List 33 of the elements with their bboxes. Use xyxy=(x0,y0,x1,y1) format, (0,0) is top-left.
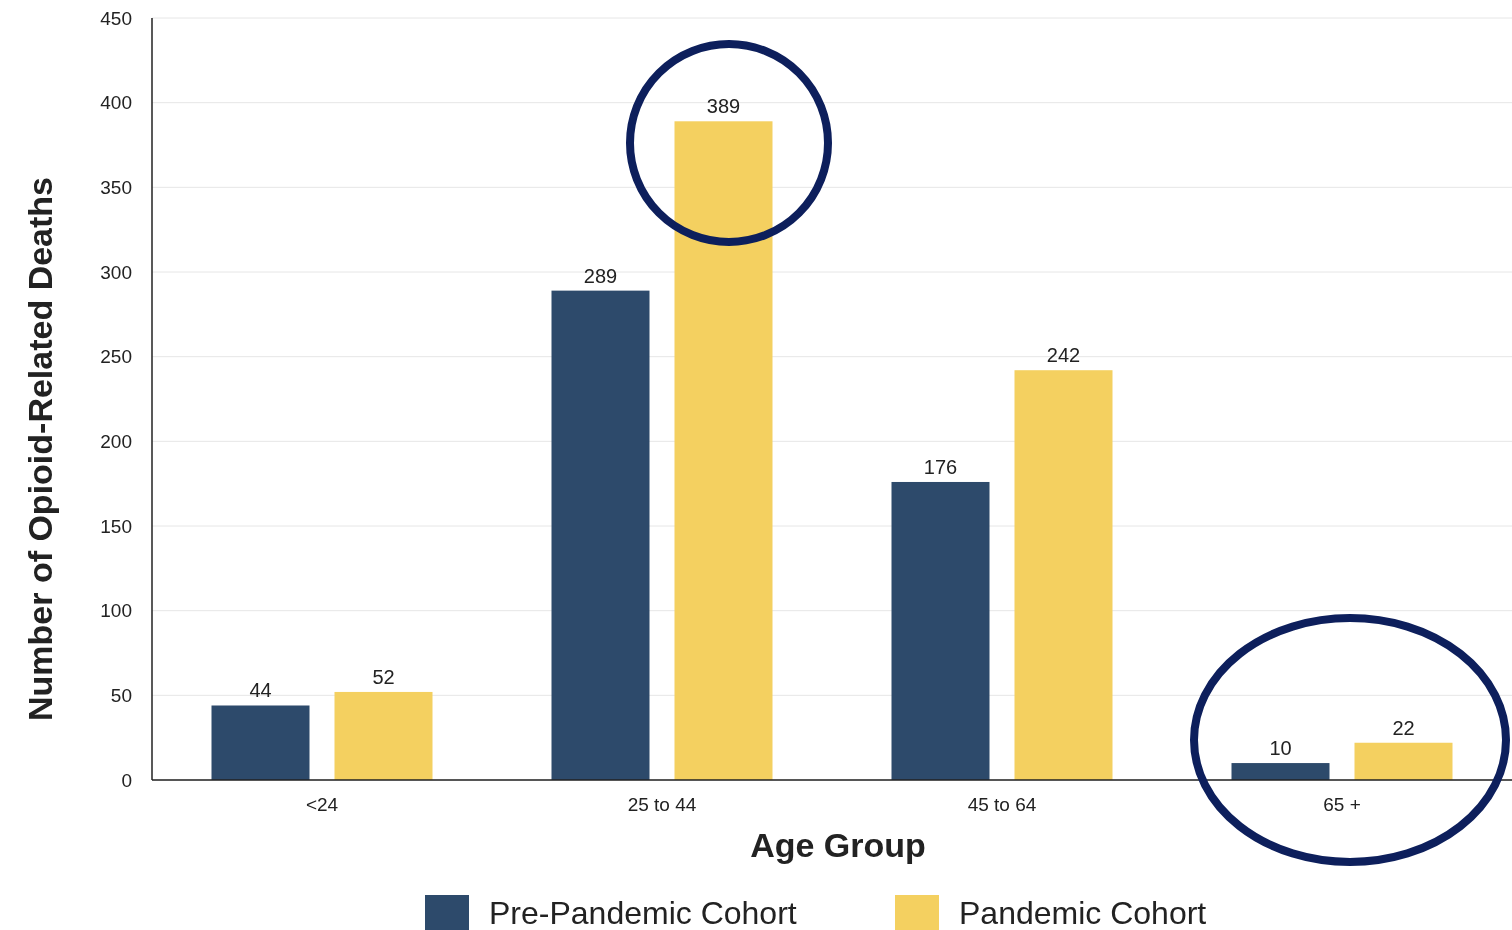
legend-label: Pandemic Cohort xyxy=(959,895,1207,930)
y-tick-label: 100 xyxy=(100,600,132,622)
y-tick-label: 250 xyxy=(100,346,132,368)
data-label: 389 xyxy=(706,95,741,118)
y-tick-label: 350 xyxy=(100,176,132,198)
x-tick-label: 65 + xyxy=(1323,794,1361,815)
y-tick-label: 200 xyxy=(100,430,132,452)
legend-label: Pre-Pandemic Cohort xyxy=(489,895,797,930)
data-label: 176 xyxy=(923,455,958,478)
y-tick-label: 400 xyxy=(100,92,132,114)
y-tick-label: 50 xyxy=(110,684,132,706)
bar xyxy=(1014,370,1113,780)
data-label: 10 xyxy=(1269,737,1292,760)
y-tick-label: 150 xyxy=(100,515,132,537)
data-label: 289 xyxy=(583,264,618,287)
bar xyxy=(1231,763,1330,780)
data-label: 52 xyxy=(372,665,395,688)
x-tick-label: <24 xyxy=(305,794,339,815)
data-label: 44 xyxy=(249,679,272,702)
x-axis-title: Age Group xyxy=(750,826,926,864)
bar xyxy=(334,691,433,780)
y-tick-label: 300 xyxy=(100,261,132,283)
data-label: 22 xyxy=(1392,716,1415,739)
data-label: 242 xyxy=(1046,344,1081,367)
bar xyxy=(1354,742,1453,780)
bar xyxy=(551,290,650,780)
bar xyxy=(891,481,990,780)
y-tick-label: 0 xyxy=(121,769,132,791)
x-tick-label: 45 to 64 xyxy=(967,794,1037,815)
bar xyxy=(211,705,310,780)
y-axis-title: Number of Opioid-Related Deaths xyxy=(21,176,59,722)
x-tick-label: 25 to 44 xyxy=(627,794,697,815)
y-tick-label: 450 xyxy=(100,7,132,29)
